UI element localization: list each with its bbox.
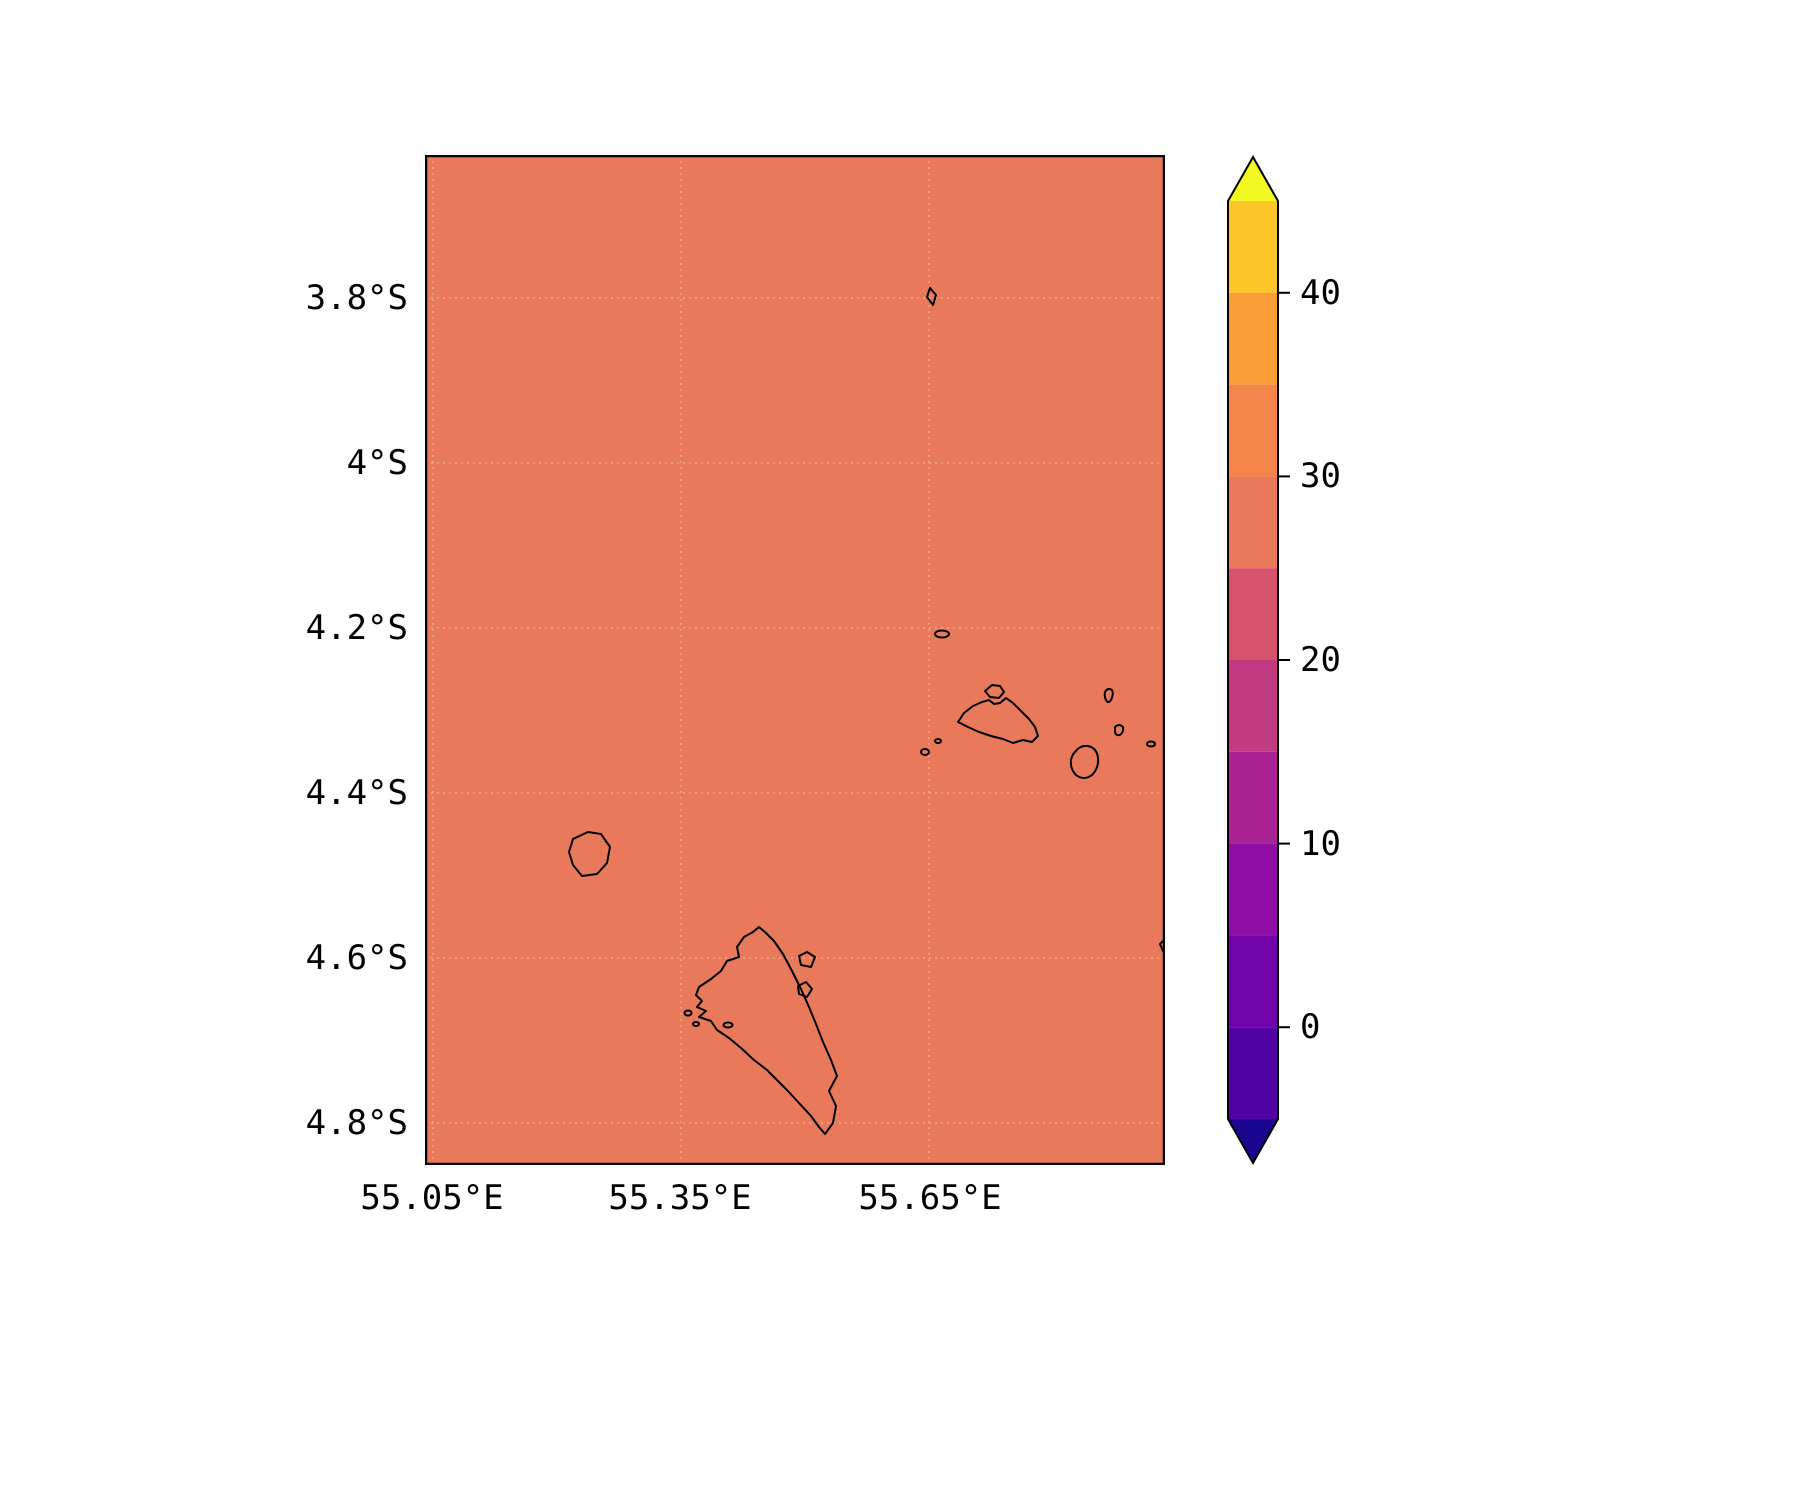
colorbar-segment [1228, 292, 1278, 385]
colorbar-tick-label: 30 [1300, 456, 1341, 496]
ytick-label: 4.4°S [305, 773, 408, 813]
colorbar [1226, 154, 1296, 1166]
coastline-ste-anne-2 [797, 981, 813, 998]
colorbar-tick-marks [1278, 291, 1290, 1029]
xtick-label: 55.35°E [608, 1178, 752, 1218]
ytick-label: 4.8°S [305, 1103, 408, 1143]
coastline-islet-m3 [722, 1021, 734, 1029]
colorbar-segment [1228, 568, 1278, 660]
colorbar-tick-label: 40 [1300, 273, 1341, 313]
coastline-islet-m1 [683, 1009, 693, 1017]
colorbar-segment [1228, 843, 1278, 936]
colorbar-segment [1228, 660, 1278, 752]
ytick-label: 4.2°S [305, 608, 408, 648]
coastline-islet-north [926, 287, 937, 306]
coastline-islet-m2 [692, 1021, 700, 1027]
coastline-ste-anne-1 [798, 951, 816, 968]
temperature-field-fill [425, 155, 1165, 1165]
colorbar-segment [1228, 1027, 1278, 1119]
colorbar-segment [1228, 384, 1278, 477]
map-frame [424, 154, 1166, 1166]
colorbar-svg [1227, 154, 1290, 1166]
coastline-praslin [957, 697, 1039, 744]
map-panel [424, 154, 1166, 1166]
ytick-label: 4°S [346, 443, 408, 483]
colorbar-under-triangle [1228, 1119, 1278, 1163]
colorbar-outline [1227, 154, 1279, 1166]
coastline-islet-w2 [934, 738, 942, 744]
colorbar-tick-label: 20 [1300, 640, 1341, 680]
xtick-label: 55.65°E [858, 1178, 1002, 1218]
coastline-islet-e2 [1114, 724, 1125, 737]
colorbar-segment [1228, 751, 1278, 844]
coastline-la-digue [1069, 744, 1100, 779]
coastline-islet-aride [934, 629, 950, 639]
map-plot [424, 154, 1166, 1166]
coastline-curieuse [984, 684, 1005, 699]
gridlines [425, 155, 1165, 1165]
xtick-label: 55.05°E [360, 1178, 504, 1218]
coastline-islet-w1 [920, 748, 930, 756]
colorbar-tick-label: 10 [1300, 824, 1341, 864]
coastlines [568, 287, 1166, 1135]
coastline-islet-e3 [1146, 740, 1156, 748]
colorbar-tick-label: 0 [1300, 1007, 1321, 1047]
coastline-silhouette [568, 831, 611, 877]
ytick-label: 4.6°S [305, 938, 408, 978]
colorbar-segment [1228, 935, 1278, 1028]
colorbar-segment [1228, 201, 1278, 293]
colorbar-segment [1228, 476, 1278, 569]
ytick-label: 3.8°S [305, 278, 408, 318]
coastline-mahe [695, 926, 838, 1135]
colorbar-over-triangle [1228, 157, 1278, 201]
coastline-islet-e1 [1103, 687, 1114, 703]
